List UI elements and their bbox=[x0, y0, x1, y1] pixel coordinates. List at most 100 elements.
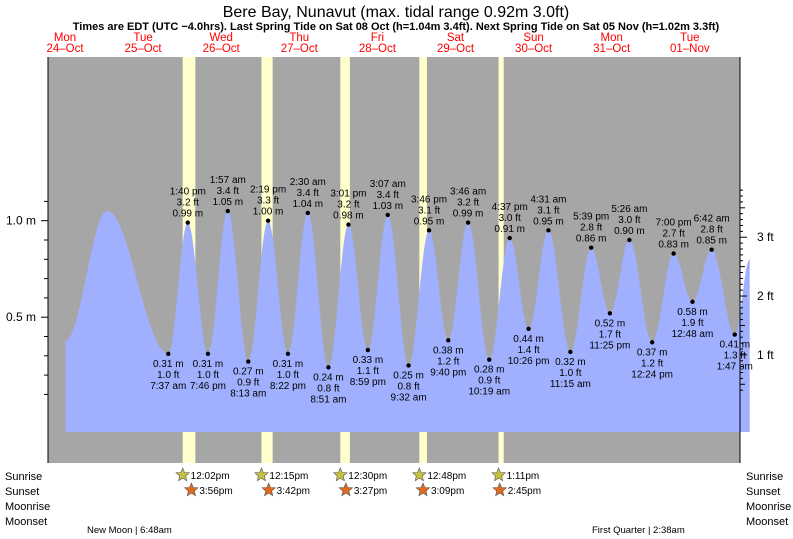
low-tide-metres: 0.33 m bbox=[353, 355, 384, 366]
high-tide-time: 5:26 am bbox=[611, 204, 647, 215]
axis-right-tick-label: 1 ft bbox=[757, 348, 774, 362]
tide-low-marker bbox=[732, 332, 737, 337]
low-tide-feet: 1.0 ft bbox=[559, 368, 581, 379]
sunrise-time: 12:48pm bbox=[427, 471, 466, 482]
sunrise-time: 12:30pm bbox=[348, 471, 387, 482]
high-tide-time: 3:46 am bbox=[450, 187, 486, 198]
sunset-icon bbox=[415, 482, 431, 497]
low-tide-feet: 1.2 ft bbox=[437, 356, 459, 367]
day-weekday: Tue bbox=[680, 32, 699, 44]
sunrise-icon bbox=[254, 467, 269, 482]
low-tide-time: 11:15 am bbox=[550, 379, 591, 390]
high-tide-metres: 1.00 m bbox=[253, 207, 284, 218]
tide-high-marker bbox=[305, 210, 310, 216]
high-tide-time: 2:30 am bbox=[290, 177, 326, 188]
tide-low-marker bbox=[446, 338, 451, 343]
axis-right-tick-label: 3 ft bbox=[757, 230, 774, 244]
low-tide-feet: 1.9 ft bbox=[681, 318, 703, 329]
low-tide-metres: 0.24 m bbox=[313, 372, 344, 383]
tide-high-marker bbox=[709, 247, 714, 252]
tide-low-marker bbox=[285, 351, 291, 357]
sunset-time: 2:45pm bbox=[508, 486, 541, 497]
row-label-sunset-right: Sunset bbox=[746, 486, 780, 498]
sunset-icon bbox=[338, 482, 354, 497]
chart-title: Bere Bay, Nunavut (max. tidal range 0.92… bbox=[223, 4, 570, 21]
row-label-sunrise: Sunrise bbox=[5, 471, 42, 483]
low-tide-feet: 1.0 ft bbox=[197, 370, 219, 381]
low-tide-metres: 0.27 m bbox=[233, 367, 264, 378]
sunset-icon bbox=[183, 482, 199, 497]
high-tide-time: 4:37 pm bbox=[492, 202, 528, 213]
high-tide-feet: 3.0 ft bbox=[499, 213, 521, 224]
tide-high-marker bbox=[465, 220, 471, 225]
low-tide-time: 8:51 am bbox=[310, 394, 346, 405]
daylight-band bbox=[498, 57, 504, 463]
low-tide-metres: 0.41 m bbox=[719, 340, 750, 351]
sunset-time: 3:27pm bbox=[354, 486, 387, 497]
day-weekday: Sat bbox=[447, 32, 465, 44]
row-label-moonset: Moonset bbox=[5, 516, 47, 528]
tide-high-marker bbox=[346, 222, 351, 227]
day-date: 31–Oct bbox=[593, 43, 631, 55]
tide-low-marker bbox=[365, 347, 371, 353]
low-tide-time: 1:47 pm bbox=[717, 362, 753, 373]
day-date: 30–Oct bbox=[515, 43, 553, 55]
high-tide-feet: 2.8 ft bbox=[580, 223, 602, 234]
row-label-moonrise-right: Moonrise bbox=[746, 501, 791, 513]
tide-area bbox=[65, 211, 750, 432]
low-tide-metres: 0.28 m bbox=[474, 365, 505, 376]
low-tide-feet: 1.0 ft bbox=[277, 370, 299, 381]
tide-low-marker bbox=[607, 311, 613, 316]
row-label-sunrise-right: Sunrise bbox=[746, 471, 783, 483]
day-weekday: Sun bbox=[523, 32, 543, 44]
high-tide-feet: 2.7 ft bbox=[662, 229, 684, 240]
tide-low-marker bbox=[326, 365, 331, 370]
high-tide-time: 4:31 am bbox=[530, 194, 566, 205]
low-tide-time: 7:46 pm bbox=[190, 381, 226, 392]
sun-events: 12:02pm 3:56pm 12:15pm 3:42pm 12:30pm 3:27pm 1… bbox=[175, 467, 541, 497]
low-tide-time: 12:48 am bbox=[672, 329, 714, 340]
high-tide-time: 1:57 am bbox=[210, 175, 246, 186]
high-tide-feet: 3.4 ft bbox=[297, 188, 319, 199]
low-tide-time: 8:22 pm bbox=[270, 381, 306, 392]
high-tide-feet: 3.1 ft bbox=[418, 205, 440, 216]
sunrise-time: 1:11pm bbox=[507, 471, 540, 482]
high-tide-time: 3:07 am bbox=[370, 179, 406, 190]
tide-high-marker bbox=[385, 212, 390, 218]
tide-low-marker bbox=[166, 351, 171, 357]
low-tide-time: 7:37 am bbox=[150, 381, 186, 392]
sunset-icon bbox=[492, 482, 508, 497]
axis-right-tick-label: 2 ft bbox=[757, 289, 774, 303]
tide-high-marker bbox=[627, 237, 632, 243]
low-tide-metres: 0.44 m bbox=[513, 334, 544, 345]
day-date: 26–Oct bbox=[203, 43, 241, 55]
axis-left-metres: 0.5 m 1.0 m bbox=[6, 57, 49, 463]
sunrise-time: 12:02pm bbox=[191, 471, 230, 482]
tide-high-marker bbox=[507, 235, 512, 241]
tide-high-marker bbox=[426, 228, 432, 233]
tide-low-marker bbox=[487, 357, 492, 362]
high-tide-metres: 0.95 m bbox=[533, 216, 564, 227]
day-weekday: Fri bbox=[371, 32, 384, 44]
tide-low-marker bbox=[526, 326, 531, 331]
tide-high-marker bbox=[225, 208, 230, 214]
tide-high-marker bbox=[546, 228, 551, 233]
sunset-icon bbox=[261, 482, 277, 497]
low-tide-feet: 1.3 ft bbox=[724, 351, 746, 362]
high-tide-feet: 3.4 ft bbox=[217, 186, 239, 197]
low-tide-feet: 1.2 ft bbox=[641, 358, 663, 369]
high-tide-metres: 0.86 m bbox=[576, 234, 607, 245]
high-tide-time: 2:19 pm bbox=[250, 185, 286, 196]
low-tide-time: 11:25 pm bbox=[589, 340, 630, 351]
high-tide-metres: 1.05 m bbox=[212, 197, 243, 208]
moon-phase-first-quarter: First Quarter | 2:38am bbox=[592, 525, 685, 536]
high-tide-time: 3:01 pm bbox=[330, 189, 366, 200]
high-tide-feet: 3.3 ft bbox=[257, 196, 279, 207]
sunrise-icon bbox=[332, 467, 348, 482]
high-tide-time: 1:40 pm bbox=[170, 187, 206, 198]
tide-high-marker bbox=[671, 251, 676, 256]
day-date: 27–Oct bbox=[281, 43, 319, 55]
high-tide-feet: 3.2 ft bbox=[177, 198, 199, 209]
low-tide-metres: 0.37 m bbox=[637, 347, 668, 358]
